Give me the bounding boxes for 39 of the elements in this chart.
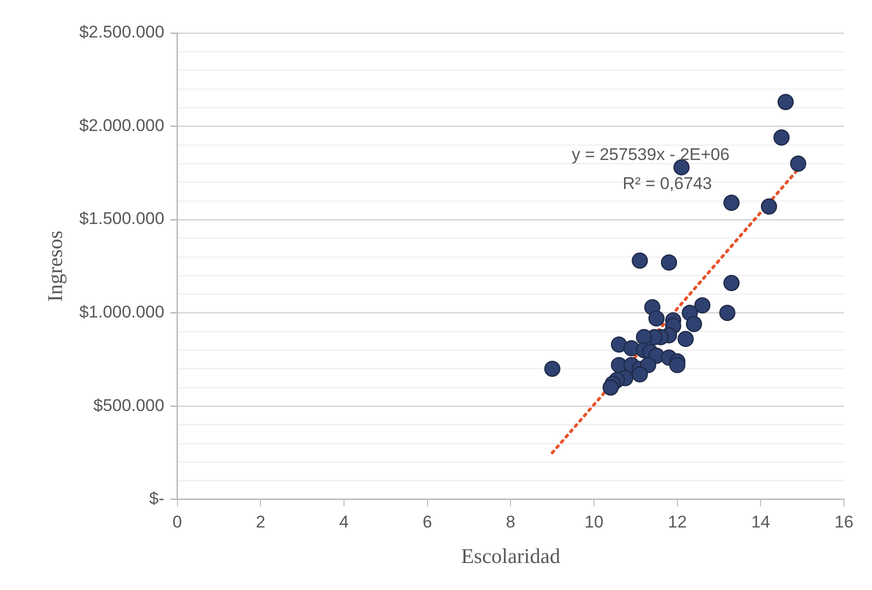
point (694, 297, 710, 314)
point (719, 304, 736, 321)
point (673, 159, 690, 176)
point (602, 379, 619, 396)
point (723, 274, 740, 292)
point (760, 198, 778, 215)
point (636, 328, 652, 346)
annotation: R² = 0,6743 (622, 174, 712, 193)
point (632, 252, 648, 269)
x-axis-title: Escolaridad (461, 544, 561, 568)
point (773, 129, 790, 146)
x-tick-label: 8 (506, 512, 516, 532)
x-tick-label: 4 (339, 512, 349, 532)
x-tick-label: 16 (834, 512, 854, 532)
point (723, 194, 740, 211)
point (660, 254, 678, 271)
y-tick-label: $1.500.000 (79, 209, 164, 228)
point (686, 316, 702, 332)
y-tick-label: $500.000 (93, 396, 164, 415)
point (678, 330, 694, 348)
annotation: y = 257539x - 2E+06 (572, 144, 730, 164)
y-tick-label: $- (149, 489, 164, 508)
point (544, 360, 560, 377)
x-tick-label: 6 (422, 512, 432, 532)
x-tick-label: 0 (172, 512, 182, 532)
y-axis-title: Ingresos (43, 230, 68, 302)
point (610, 336, 628, 353)
point (778, 94, 794, 110)
x-tick-label: 2 (256, 512, 266, 532)
point (648, 310, 665, 327)
y-tick-label: $1.000.000 (79, 302, 164, 322)
x-tick-label: 10 (584, 512, 604, 532)
y-tick-label: $2.500.000 (79, 22, 164, 42)
point (669, 356, 686, 374)
x-tick-label: 12 (668, 512, 687, 532)
point (790, 155, 806, 172)
y-tick-label: $2.000.000 (79, 116, 164, 135)
point (632, 366, 648, 383)
x-tick-label: 14 (751, 512, 770, 532)
